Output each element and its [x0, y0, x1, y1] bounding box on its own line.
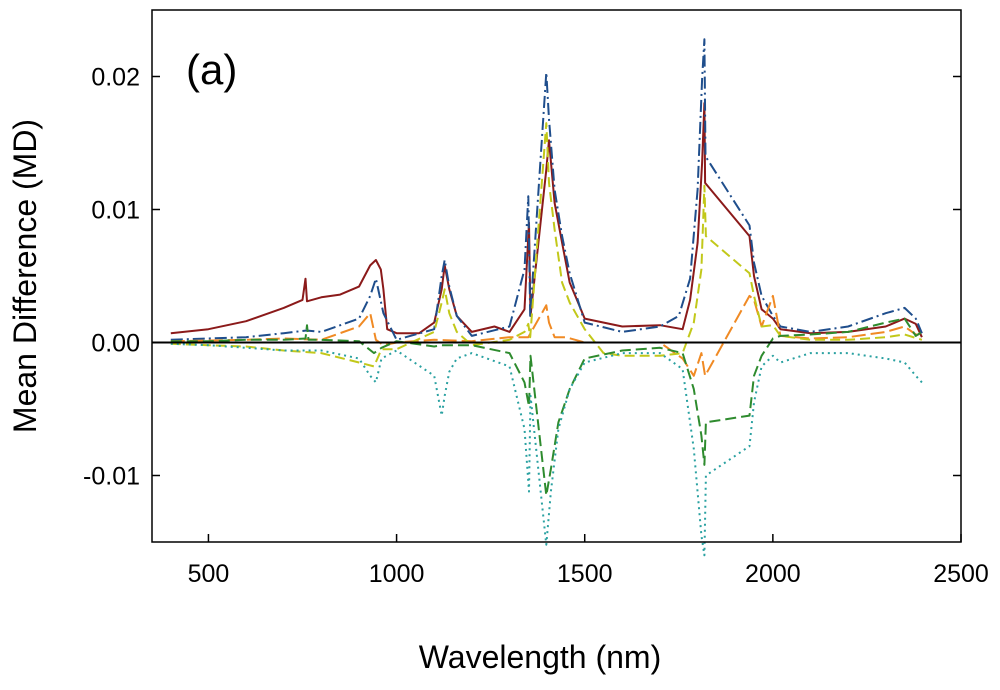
x-axis: 500 1000 1500 2000 2500 [188, 534, 989, 588]
y-tick-label: 0.00 [91, 330, 140, 358]
plot-frame [151, 9, 962, 543]
series-line-6 [170, 342, 923, 557]
y-axis-label: Mean Difference (MD) [7, 119, 43, 433]
y-tick-label: -0.01 [83, 463, 140, 491]
series-line-4 [170, 122, 923, 368]
x-tick-label: 2000 [745, 560, 801, 588]
series-line-2 [170, 38, 923, 341]
y-axis: -0.01 0.00 0.01 0.02 [83, 64, 961, 491]
y-tick-label: 0.02 [91, 64, 140, 92]
y-tick-label: 0.01 [91, 197, 140, 225]
panel-label: (a) [186, 46, 237, 93]
x-tick-label: 2500 [933, 560, 989, 588]
x-tick-label: 1000 [369, 560, 425, 588]
x-tick-label: 500 [188, 560, 230, 588]
x-tick-label: 1500 [557, 560, 613, 588]
x-axis-label: Wavelength (nm) [419, 639, 661, 675]
plot-background [152, 10, 961, 542]
series-layer [170, 38, 923, 557]
